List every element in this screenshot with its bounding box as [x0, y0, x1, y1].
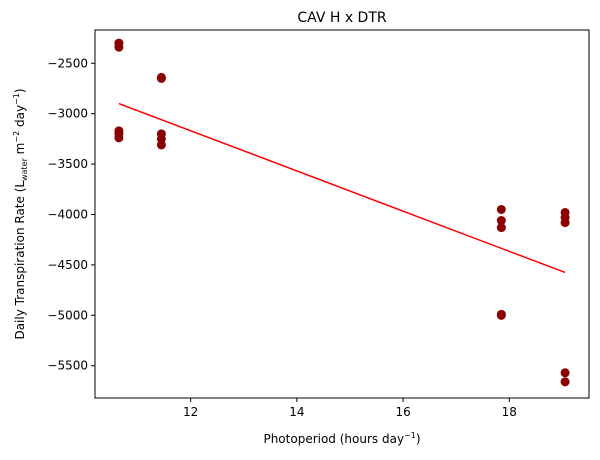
x-tick-label: 12	[183, 405, 198, 419]
y-tick-label: −4500	[47, 258, 88, 272]
axis-ticks: 12 14 16 18 −5500 −5000 −4500 −4000 −3500 −3000 −2…	[47, 56, 517, 419]
y-tick-label: −2500	[47, 56, 88, 70]
x-tick-label: 16	[395, 405, 410, 419]
data-point-11	[496, 204, 506, 214]
data-point-7	[156, 73, 166, 83]
plot-area	[114, 38, 570, 387]
y-axis-label: Daily Transpiration Rate (Lwater m−2 day…	[12, 88, 29, 339]
y-tick-label: −3000	[47, 107, 88, 121]
data-point-12	[496, 216, 506, 226]
data-point-15	[496, 310, 506, 320]
chart-title: CAV H x DTR	[297, 10, 387, 26]
y-tick-label: −5500	[47, 359, 88, 373]
data-point-20	[560, 377, 570, 387]
x-tick-label: 14	[289, 405, 304, 419]
data-point-10	[156, 140, 166, 150]
x-tick-label: 18	[502, 405, 517, 419]
x-axis-label: Photoperiod (hours day−1)	[263, 431, 420, 446]
regression-line	[118, 102, 566, 274]
data-point-13	[496, 223, 506, 233]
y-tick-label: −3500	[47, 157, 88, 171]
y-tick-label: −4000	[47, 208, 88, 222]
plot-frame	[94, 29, 590, 399]
data-point-5	[114, 133, 124, 143]
data-point-19	[560, 368, 570, 378]
data-point-18	[560, 218, 570, 228]
data-point-2	[114, 42, 124, 52]
y-tick-label: −5000	[47, 308, 88, 322]
